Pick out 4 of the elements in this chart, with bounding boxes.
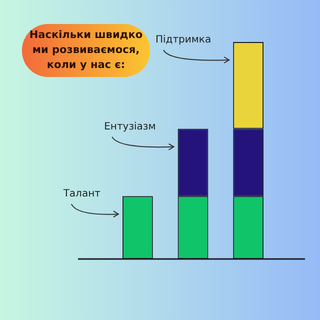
text: Підтримка	[156, 34, 212, 46]
text: Ентузіазм	[104, 121, 156, 132]
text: Талант	[62, 188, 101, 200]
chart-title: Наскільки швидко ми розвиваємося, коли у нас є:	[22, 24, 150, 77]
